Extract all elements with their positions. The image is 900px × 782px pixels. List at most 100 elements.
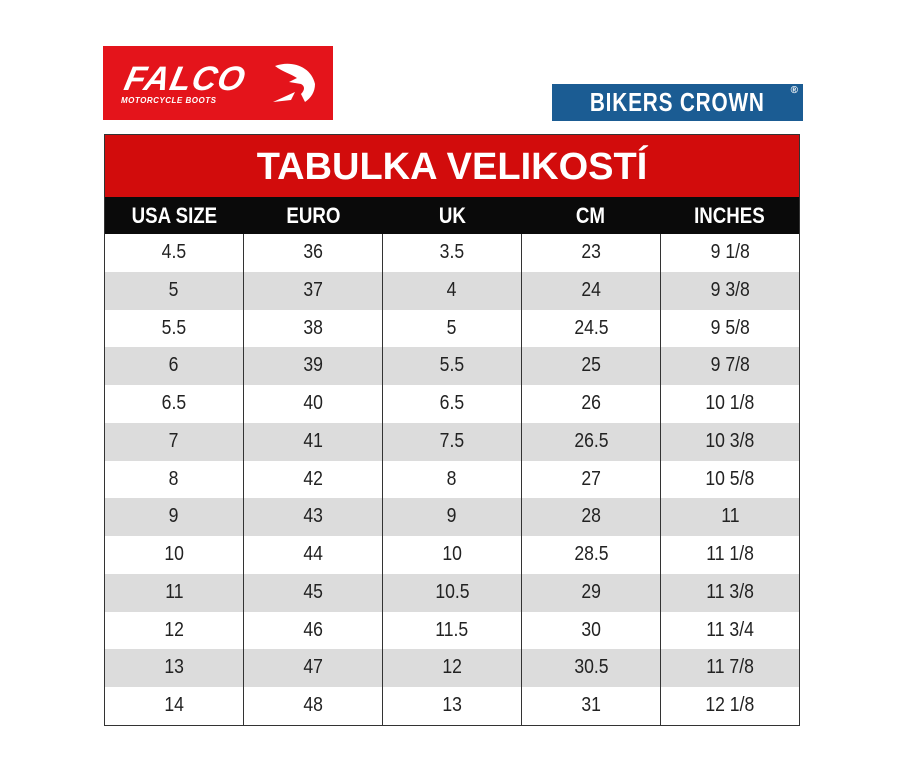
cell-value: 14 bbox=[164, 694, 184, 716]
falco-logo-name: FALCO bbox=[121, 60, 250, 98]
cell-value: 6 bbox=[169, 354, 179, 377]
table-cell: 40 bbox=[244, 385, 383, 423]
table-cell: 38 bbox=[244, 309, 383, 348]
table-cell: 5.5 bbox=[383, 347, 522, 385]
cell-value: 9 3/8 bbox=[710, 278, 750, 301]
cell-value: 44 bbox=[303, 543, 323, 565]
cell-value: 11 3/8 bbox=[706, 580, 754, 603]
table-row: 6 39 5.5 25 9 7/8 bbox=[105, 347, 799, 385]
cell-value: 9 bbox=[169, 505, 179, 528]
table-cell: 24 bbox=[522, 271, 661, 310]
table-row: 4.5 36 3.5 23 9 1/8 bbox=[105, 234, 799, 272]
falco-logo-subtitle: MOTORCYCLE BOOTS bbox=[121, 96, 217, 105]
table-cell: 23 bbox=[522, 234, 661, 272]
cell-value: 12 1/8 bbox=[705, 694, 755, 716]
eagle-head-icon bbox=[273, 63, 315, 102]
table-cell: 11 bbox=[661, 498, 799, 536]
table-cell: 9 5/8 bbox=[661, 310, 799, 348]
cell-value: 41 bbox=[303, 429, 323, 452]
cell-value: 29 bbox=[581, 580, 601, 603]
table-cell: 3.5 bbox=[383, 234, 522, 272]
table-cell: 10 bbox=[105, 536, 244, 574]
table-cell: 24.5 bbox=[522, 309, 661, 348]
table-row: 11 45 10.5 29 11 3/8 bbox=[105, 573, 799, 612]
table-cell: 42 bbox=[244, 460, 383, 499]
cell-value: 11 bbox=[164, 580, 184, 603]
cell-value: 11 bbox=[720, 505, 740, 528]
cell-value: 37 bbox=[303, 278, 323, 301]
table-body: 4.5 36 3.5 23 9 1/8 5 37 4 24 9 3/8 5.5 38 5 24.5 9 5/… bbox=[105, 234, 799, 725]
cell-value: 6.5 bbox=[439, 392, 465, 414]
table-row: 5.5 38 5 24.5 9 5/8 bbox=[105, 309, 799, 348]
table-cell: 10 5/8 bbox=[661, 461, 799, 499]
table-cell: 47 bbox=[244, 649, 383, 687]
cell-value: 24.5 bbox=[573, 316, 609, 339]
cell-value: 10 bbox=[164, 543, 184, 565]
table-cell: 9 bbox=[105, 498, 244, 536]
bikers-crown-logo-name: BIKERS CROWN bbox=[590, 87, 765, 117]
table-cell: 6.5 bbox=[105, 385, 244, 423]
table-cell: 44 bbox=[244, 536, 383, 574]
table-cell: 4.5 bbox=[105, 234, 244, 272]
cell-value: 48 bbox=[303, 694, 323, 716]
cell-value: 30.5 bbox=[573, 656, 609, 679]
cell-value: 10 1/8 bbox=[705, 392, 755, 414]
cell-value: 6.5 bbox=[161, 392, 187, 414]
table-cell: 10.5 bbox=[383, 573, 522, 612]
table-cell: 29 bbox=[522, 573, 661, 612]
table-cell: 11 bbox=[105, 573, 244, 612]
cell-value: 27 bbox=[581, 467, 601, 490]
cell-value: 9 1/8 bbox=[710, 241, 750, 263]
table-row: 7 41 7.5 26.5 10 3/8 bbox=[105, 422, 799, 461]
table-cell: 10 bbox=[383, 536, 522, 574]
cell-value: 13 bbox=[442, 694, 462, 716]
cell-value: 4 bbox=[447, 278, 457, 301]
table-cell: 36 bbox=[244, 234, 383, 272]
table-cell: 11 1/8 bbox=[661, 536, 799, 574]
table-cell: 4 bbox=[383, 271, 522, 310]
cell-value: 40 bbox=[303, 392, 323, 414]
table-cell: 46 bbox=[244, 611, 383, 650]
table-cell: 11 7/8 bbox=[661, 649, 799, 687]
cell-value: 5 bbox=[447, 316, 457, 339]
table-cell: 10 3/8 bbox=[661, 423, 799, 461]
cell-value: 11.5 bbox=[435, 618, 469, 641]
cell-value: 5.5 bbox=[161, 316, 187, 339]
cell-value: 12 bbox=[164, 618, 184, 641]
cell-value: 28 bbox=[581, 505, 601, 528]
table-cell: 28 bbox=[522, 498, 661, 536]
size-table: TABULKA VELIKOSTÍ USA SIZE EURO UK CM INCHES… bbox=[104, 134, 800, 726]
column-header: USA SIZE bbox=[131, 203, 218, 228]
cell-value: 12 bbox=[442, 656, 462, 679]
cell-value: 8 bbox=[169, 467, 179, 490]
table-cell: 41 bbox=[244, 422, 383, 461]
table-cell: 11 3/4 bbox=[661, 612, 799, 650]
table-cell: 26 bbox=[522, 385, 661, 423]
table-cell: 37 bbox=[244, 271, 383, 310]
cell-value: 5 bbox=[169, 278, 179, 301]
table-cell: 45 bbox=[244, 573, 383, 612]
cell-value: 45 bbox=[303, 580, 323, 603]
table-cell: 8 bbox=[383, 460, 522, 499]
cell-value: 4.5 bbox=[161, 241, 187, 263]
cell-value: 9 7/8 bbox=[710, 354, 750, 377]
cell-value: 39 bbox=[303, 354, 323, 377]
table-row: 8 42 8 27 10 5/8 bbox=[105, 460, 799, 499]
table-cell: 6 bbox=[105, 347, 244, 385]
cell-value: 8 bbox=[447, 467, 457, 490]
cell-value: 10 bbox=[442, 543, 462, 565]
table-title: TABULKA VELIKOSTÍ bbox=[105, 135, 799, 197]
registered-mark: ® bbox=[790, 85, 799, 96]
table-header-row: USA SIZE EURO UK CM INCHES bbox=[105, 197, 799, 234]
cell-value: 31 bbox=[581, 694, 601, 716]
table-cell: 7 bbox=[105, 422, 244, 461]
cell-value: 23 bbox=[581, 241, 601, 263]
column-header: EURO bbox=[286, 203, 341, 228]
bikers-crown-logo: BIKERS CROWN ® bbox=[552, 84, 803, 121]
cell-value: 7.5 bbox=[439, 429, 465, 452]
cell-value: 3.5 bbox=[439, 241, 465, 263]
table-cell: 43 bbox=[244, 498, 383, 536]
cell-value: 26.5 bbox=[573, 429, 609, 452]
table-cell: 13 bbox=[383, 687, 522, 725]
cell-value: 38 bbox=[303, 316, 323, 339]
